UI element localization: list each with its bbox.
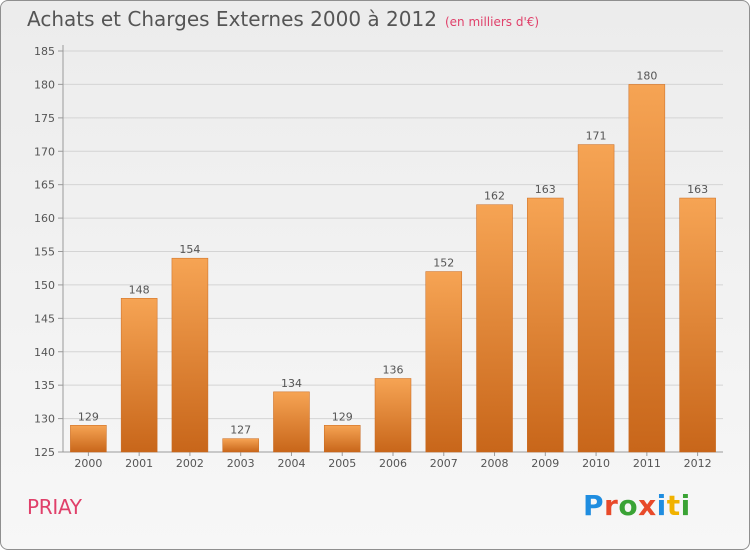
logo-letter: i <box>656 489 667 522</box>
x-tick-label-2010: 2010 <box>582 457 610 470</box>
x-tick-label-2004: 2004 <box>277 457 305 470</box>
value-label-2001: 148 <box>129 283 150 296</box>
logo-letter: r <box>604 489 619 522</box>
x-tick-label-2006: 2006 <box>379 457 407 470</box>
x-tick-label-2002: 2002 <box>176 457 204 470</box>
x-tick-label-2009: 2009 <box>531 457 559 470</box>
logo-letter: x <box>638 489 657 522</box>
y-tick-label: 175 <box>34 112 55 125</box>
y-tick-label: 135 <box>34 379 55 392</box>
y-tick-label: 140 <box>34 346 55 359</box>
value-label-2011: 180 <box>636 69 657 82</box>
bar-2008 <box>476 204 513 453</box>
x-tick-label-2008: 2008 <box>481 457 509 470</box>
proxiti-logo: Proxiti <box>583 489 691 522</box>
bars <box>70 84 716 453</box>
x-tick-label-2007: 2007 <box>430 457 458 470</box>
bar-2000 <box>70 425 107 453</box>
chart-title: Achats et Charges Externes 2000 à 2012 <box>27 7 437 31</box>
y-tick-label: 155 <box>34 246 55 259</box>
bar-2009 <box>527 197 564 453</box>
logo-letter: o <box>618 489 639 522</box>
bar-2003 <box>222 438 259 453</box>
logo-letter: t <box>666 489 681 522</box>
value-label-2006: 136 <box>383 363 404 376</box>
bar-2004 <box>273 391 310 453</box>
bar-2006 <box>374 378 412 453</box>
bar-2012 <box>679 197 716 453</box>
bar-2007 <box>425 271 463 453</box>
x-tick-label-2005: 2005 <box>328 457 356 470</box>
y-tick-label: 165 <box>34 179 55 192</box>
x-tick-label-2000: 2000 <box>74 457 102 470</box>
x-tick-label-2001: 2001 <box>125 457 153 470</box>
bar-2011 <box>628 84 666 453</box>
x-tick-label-2003: 2003 <box>227 457 255 470</box>
value-label-2000: 129 <box>78 410 99 423</box>
y-tick-label: 150 <box>34 279 55 292</box>
value-label-2005: 129 <box>332 410 353 423</box>
logo-letter: i <box>680 489 691 522</box>
value-label-2012: 163 <box>687 183 708 196</box>
commune-name: PRIAY <box>27 495 82 519</box>
x-tick-label-2011: 2011 <box>633 457 661 470</box>
y-tick-label: 125 <box>34 446 55 459</box>
bar-2002 <box>171 257 209 453</box>
labels: 129 2000 148 2001 154 2002 127 2003 134 2004 129 20… <box>74 69 711 470</box>
y-tick-label: 160 <box>34 212 55 225</box>
bar-2001 <box>120 298 158 453</box>
value-label-2007: 152 <box>433 257 454 270</box>
x-tick-label-2012: 2012 <box>684 457 712 470</box>
y-tick-label: 170 <box>34 145 55 158</box>
y-tick-label: 130 <box>34 413 55 426</box>
bar-2010 <box>577 144 615 453</box>
chart-title-block: Achats et Charges Externes 2000 à 2012 (e… <box>27 7 539 31</box>
logo-letter: P <box>583 489 605 522</box>
bar-2005 <box>323 425 361 453</box>
y-tick-label: 145 <box>34 312 55 325</box>
chart-unit-label: (en milliers d'€) <box>444 15 540 29</box>
axes: 125 130 135 140 145 150 155 160 165 170 175 180 185 <box>34 45 723 459</box>
value-label-2002: 154 <box>179 243 200 256</box>
value-label-2009: 163 <box>535 183 556 196</box>
value-label-2004: 134 <box>281 377 302 390</box>
value-label-2003: 127 <box>230 424 251 437</box>
y-tick-label: 185 <box>34 45 55 58</box>
y-tick-label: 180 <box>34 78 55 91</box>
value-label-2010: 171 <box>586 130 607 143</box>
value-label-2008: 162 <box>484 190 505 203</box>
